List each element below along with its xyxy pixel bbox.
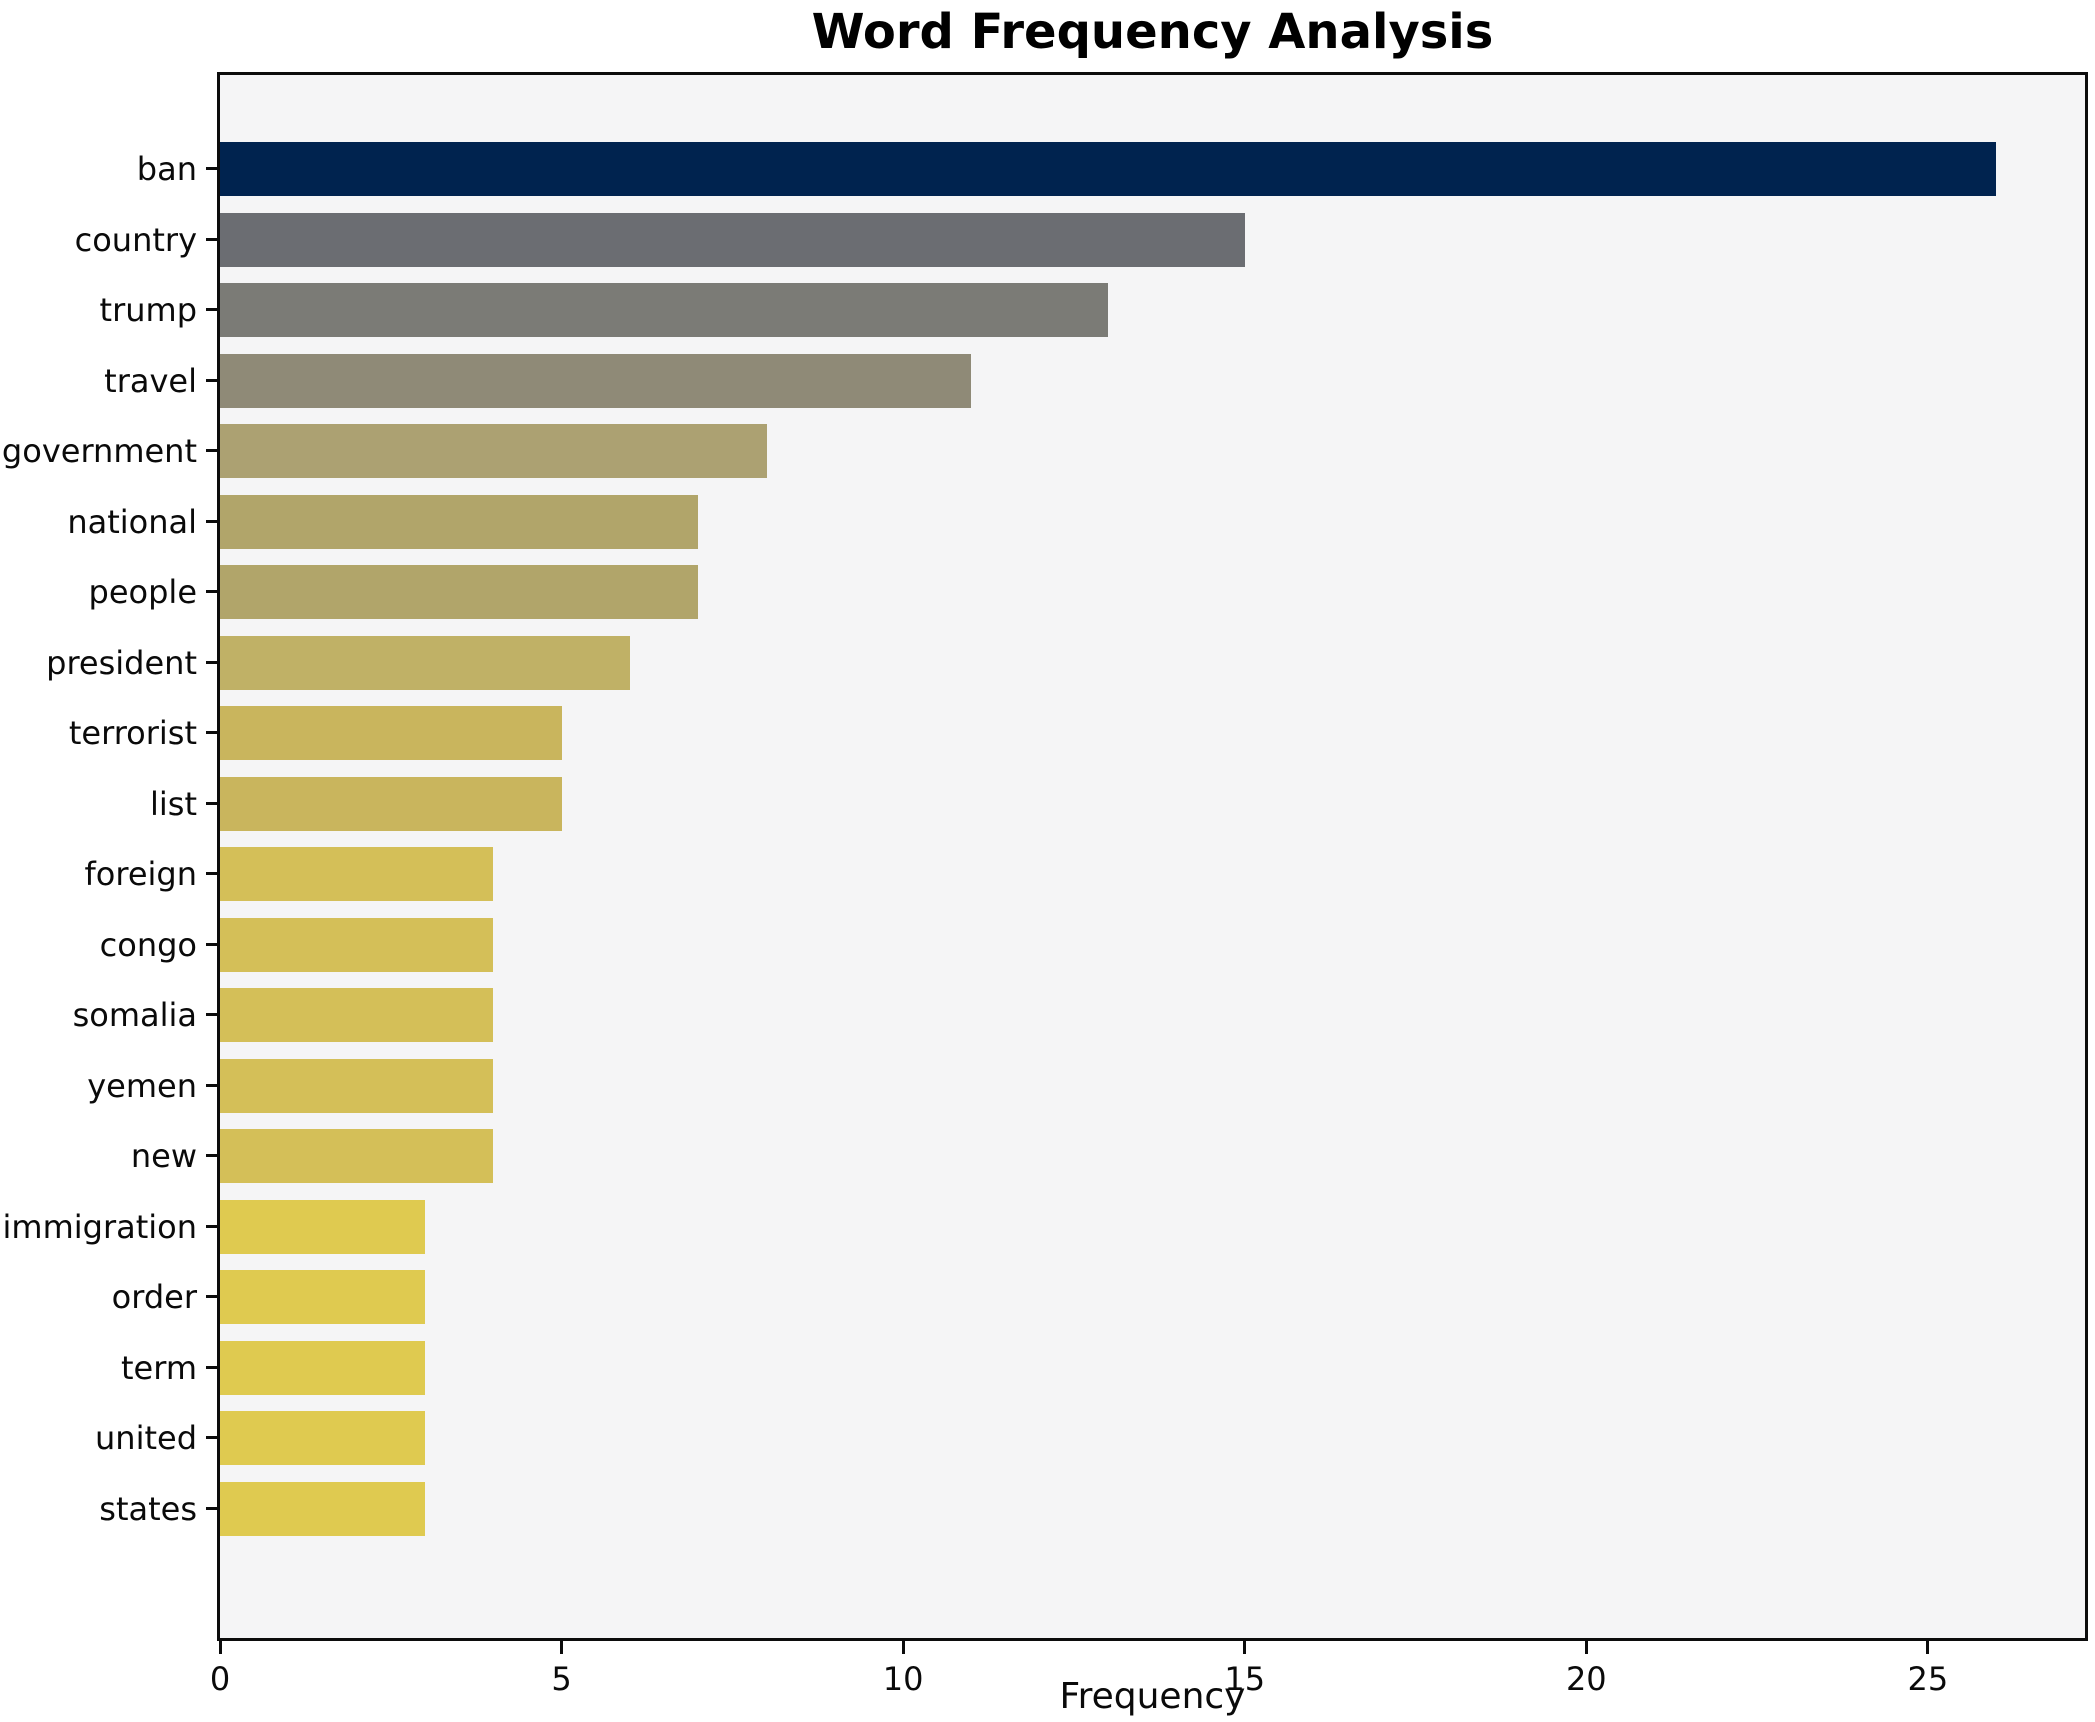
y-tick-label-united: united	[95, 1419, 197, 1457]
bar-congo	[220, 917, 494, 972]
y-tick-label-immigration: immigration	[2, 1207, 198, 1246]
x-tick-label-0: 0	[209, 1660, 231, 1698]
x-tick-label-25: 25	[1907, 1660, 1949, 1698]
chart-title: Word Frequency Analysis	[811, 4, 1494, 60]
y-tick-states	[206, 1506, 217, 1510]
y-tick-label-president: president	[46, 643, 197, 682]
y-tick-label-terrorist: terrorist	[68, 714, 197, 752]
bar-list	[220, 776, 562, 831]
x-axis-label: Frequency	[1059, 1676, 1246, 1717]
y-tick-label-ban: ban	[136, 150, 197, 188]
bar-foreign	[220, 847, 494, 901]
y-tick-label-trump: trump	[99, 291, 197, 329]
y-tick-list	[206, 801, 217, 805]
y-tick-label-list: list	[150, 784, 197, 823]
y-tick-label-new: new	[130, 1137, 197, 1175]
bar-states	[220, 1481, 425, 1536]
y-tick-label-yemen: yemen	[87, 1066, 197, 1105]
y-tick-label-order: order	[111, 1278, 197, 1316]
bar-national	[220, 494, 699, 549]
x-tick-20	[1584, 1641, 1588, 1654]
bar-country	[220, 212, 1245, 267]
y-tick-label-states: states	[99, 1489, 197, 1528]
bar-travel	[220, 353, 972, 408]
x-tick-label-5: 5	[551, 1660, 572, 1698]
y-tick-people	[206, 590, 217, 593]
y-tick-label-somalia: somalia	[72, 996, 197, 1034]
y-tick-national	[206, 519, 217, 523]
x-tick-label-20: 20	[1565, 1660, 1607, 1698]
bar-term	[220, 1340, 425, 1395]
bar-ban	[220, 142, 1997, 196]
y-tick-trump	[206, 308, 217, 311]
y-tick-label-national: national	[67, 502, 197, 541]
x-tick-5	[560, 1641, 564, 1654]
y-tick-immigration	[206, 1224, 217, 1228]
y-tick-somalia	[206, 1013, 217, 1016]
y-tick-terrorist	[206, 731, 217, 734]
bar-somalia	[220, 988, 494, 1042]
y-tick-united	[206, 1436, 217, 1439]
x-tick-15	[1243, 1641, 1247, 1654]
y-tick-label-people: people	[88, 573, 197, 611]
y-tick-country	[206, 237, 217, 241]
y-tick-new	[206, 1154, 217, 1157]
y-tick-term	[206, 1365, 217, 1369]
bar-trump	[220, 283, 1109, 337]
bar-yemen	[220, 1058, 494, 1113]
y-tick-label-congo: congo	[99, 925, 197, 964]
bar-united	[220, 1411, 425, 1465]
y-tick-foreign	[206, 872, 217, 875]
y-tick-ban	[206, 167, 217, 170]
y-tick-travel	[206, 378, 217, 382]
y-tick-label-government: government	[1, 432, 197, 470]
bar-immigration	[220, 1199, 425, 1254]
y-tick-government	[206, 449, 217, 452]
y-tick-order	[206, 1295, 217, 1298]
bar-people	[220, 565, 699, 619]
x-tick-10	[901, 1641, 905, 1654]
x-tick-25	[1926, 1641, 1930, 1654]
bar-government	[220, 424, 767, 478]
y-tick-label-foreign: foreign	[84, 855, 197, 893]
y-tick-label-term: term	[121, 1348, 197, 1387]
bar-order	[220, 1270, 425, 1324]
x-tick-label-15: 15	[1224, 1660, 1266, 1698]
y-tick-yemen	[206, 1083, 217, 1087]
bar-president	[220, 635, 630, 690]
y-tick-label-country: country	[74, 220, 197, 259]
x-tick-0	[218, 1641, 222, 1654]
bar-new	[220, 1129, 494, 1183]
y-tick-label-travel: travel	[104, 361, 197, 400]
y-tick-congo	[206, 942, 217, 946]
y-tick-president	[206, 660, 217, 664]
bar-terrorist	[220, 706, 562, 760]
x-tick-label-10: 10	[882, 1660, 924, 1698]
plot-area	[217, 72, 2088, 1641]
